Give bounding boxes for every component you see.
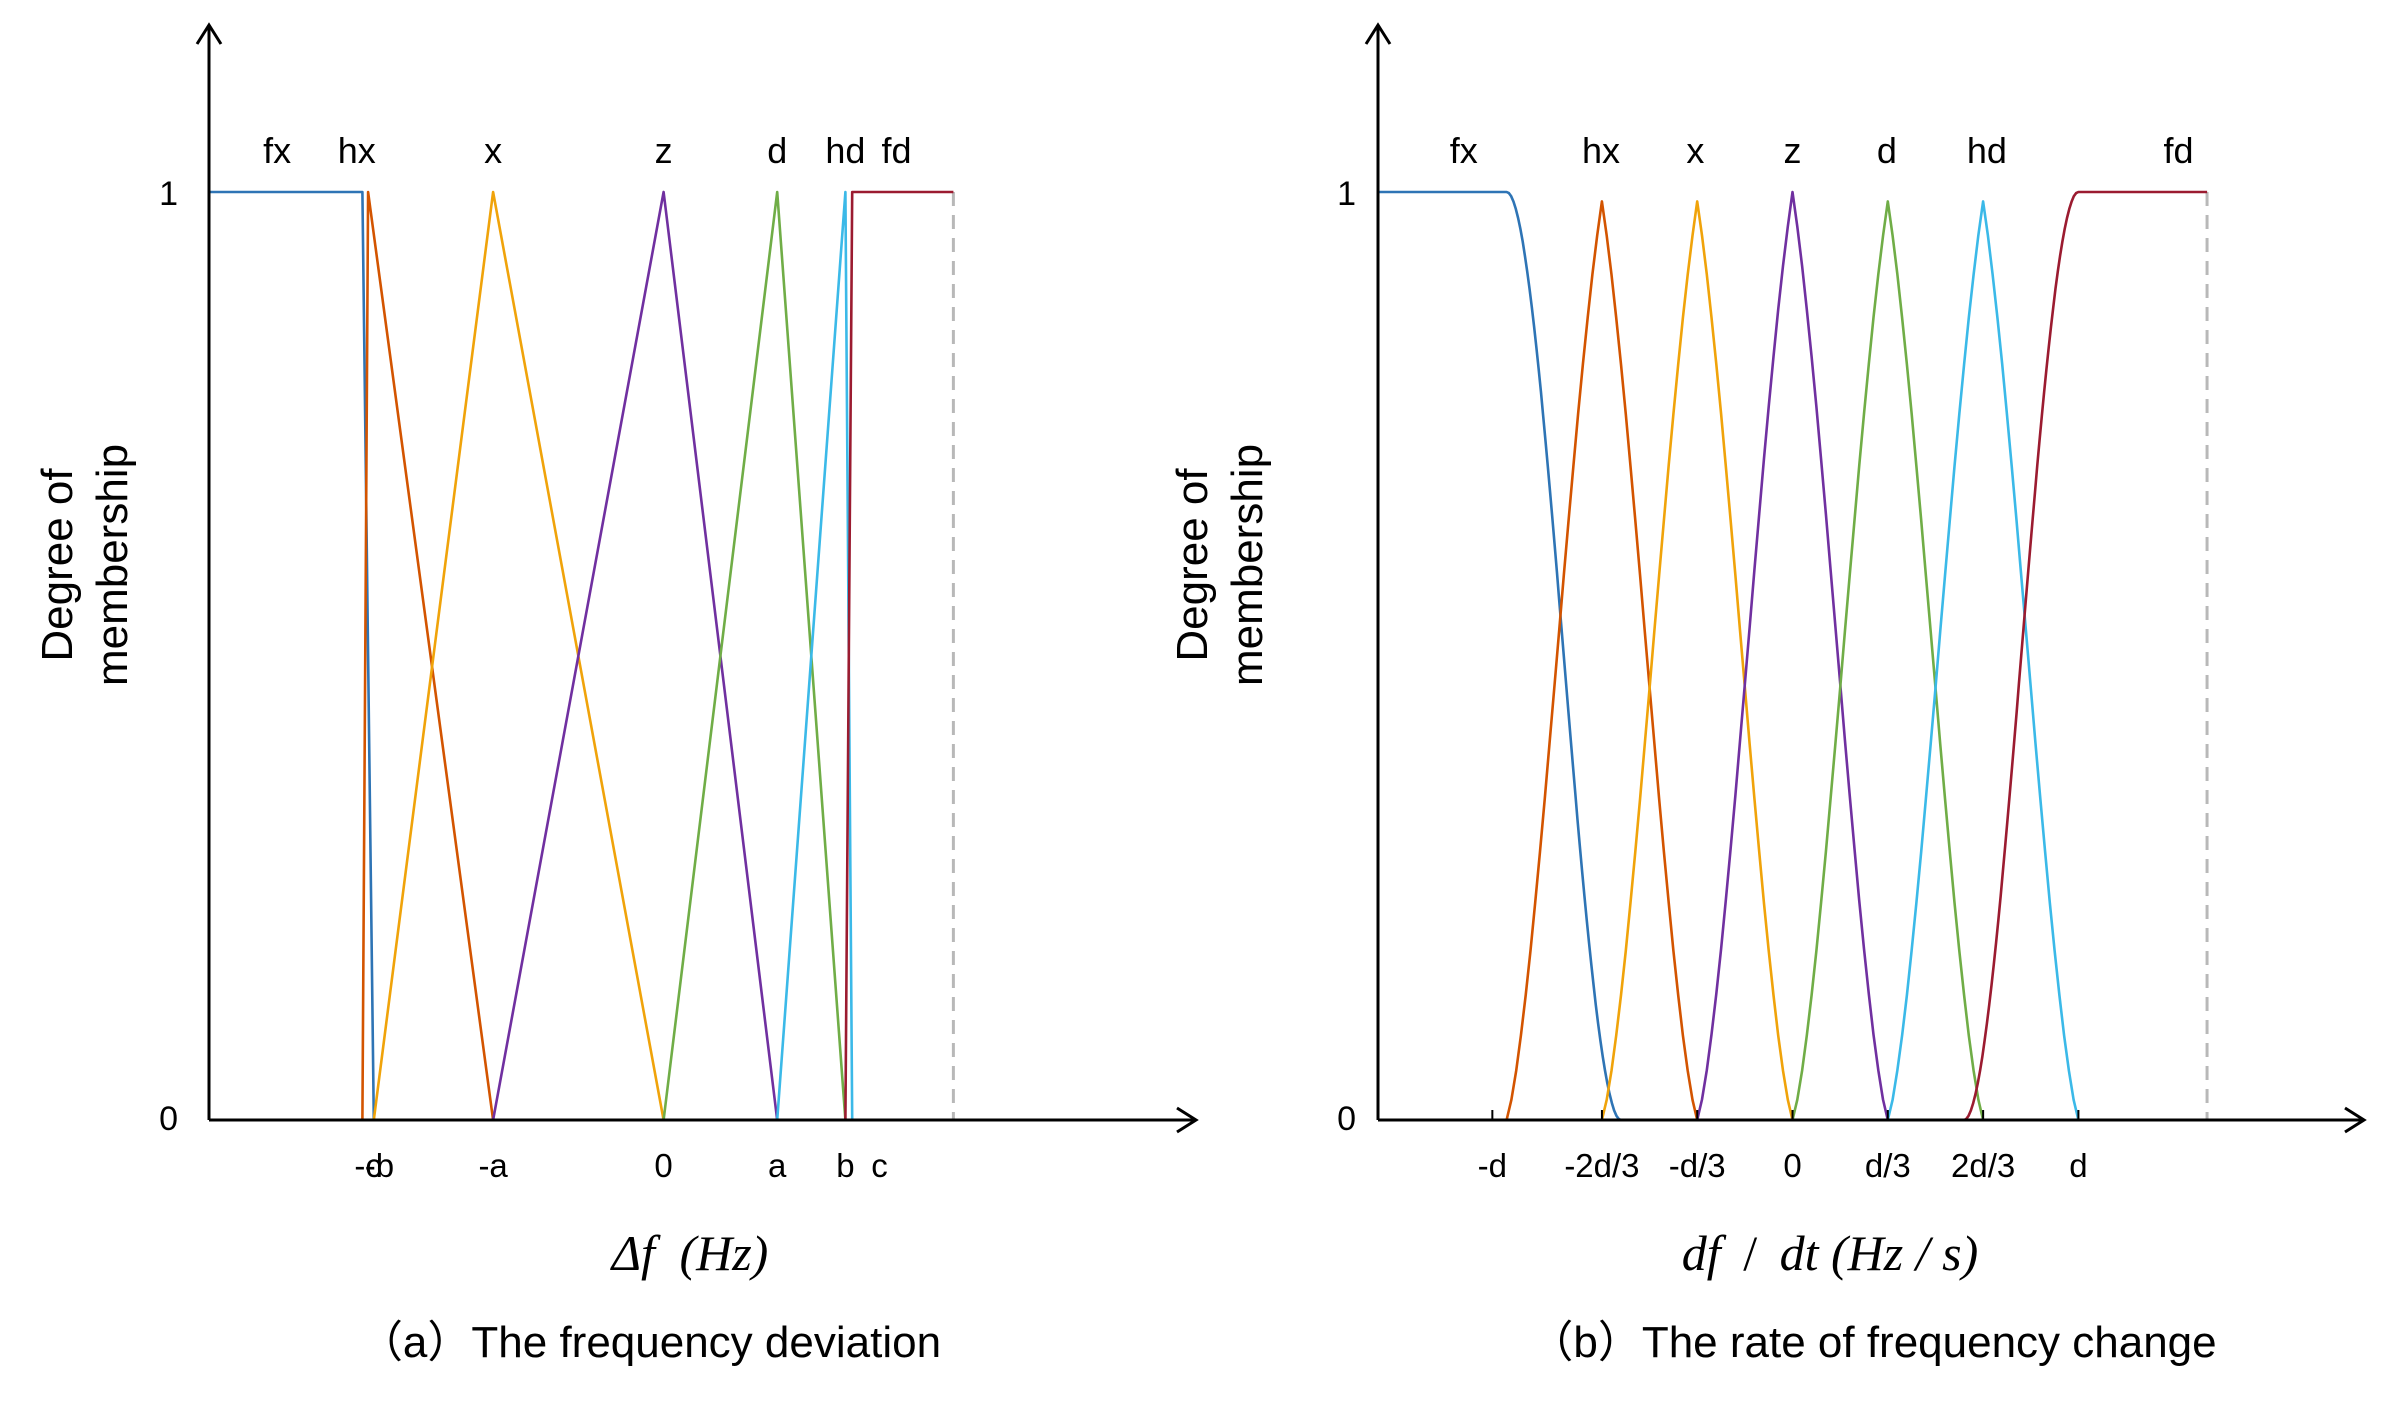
series-name-x: x [484, 130, 502, 171]
panel-b-xlabel-var: df [1682, 1225, 1727, 1281]
panel-b-xlabel: df / dt (Hz / s) [1682, 1225, 1978, 1281]
series-line-fd [1963, 190, 2208, 1122]
series-line-fd [844, 190, 954, 1121]
panel-b-xlabel-unit: (Hz / s) [1831, 1225, 1978, 1281]
series-name-hx: hx [338, 130, 376, 171]
series-name-hd: hd [825, 130, 865, 171]
panel-a-ytick-label: 0 [159, 1100, 178, 1138]
panel-a-xlabel: Δf (Hz) [610, 1225, 769, 1281]
x-tick-label: -2d/3 [1564, 1147, 1639, 1184]
series-name-fd: fd [882, 130, 912, 171]
x-tick-label: a [768, 1147, 787, 1184]
series-line-fx [1378, 190, 1622, 1122]
x-tick-label: 2d/3 [1951, 1147, 2015, 1184]
panel-b-ylabel-line2: membership [1223, 444, 1272, 686]
x-tick-label: -d/3 [1669, 1147, 1726, 1184]
panel-a-xlabel-unit: (Hz) [679, 1225, 768, 1281]
panel-a-xlabel-var: Δf [610, 1225, 661, 1281]
panel-b-series-names: fx hx x z d hd fd [1450, 130, 2194, 171]
panel-b: Degree of membership 1 0 -d -2d/3 -d/3 0 d/3… [1168, 22, 2367, 1367]
series-line-d [662, 190, 847, 1121]
x-tick-label: -c [354, 1147, 382, 1184]
x-tick-label: d/3 [1865, 1147, 1911, 1184]
panel-a-series-names: fx hx x z d hd fd [263, 130, 911, 171]
x-tick-label: d [2069, 1147, 2087, 1184]
series-name-fx: fx [263, 130, 291, 171]
panel-a-title: （a）The frequency deviation [359, 1318, 941, 1367]
panel-a-x-axis-arrow [1176, 1106, 1199, 1134]
panel-b-x-ticks: -d -2d/3 -d/3 0 d/3 2d/3 d [1478, 1110, 2088, 1184]
panel-b-xlabel-sep: / [1743, 1225, 1757, 1281]
x-tick-label: b [836, 1147, 854, 1184]
panel-a-series-group [209, 190, 955, 1121]
series-line-hx [361, 190, 495, 1121]
x-tick-label: -a [478, 1147, 508, 1184]
series-name-z: z [655, 130, 673, 171]
x-tick-label: c [871, 1147, 888, 1184]
series-name-x: x [1686, 130, 1704, 171]
panel-a-ylabel-line1: Degree of [33, 468, 82, 662]
series-line-hd [1886, 200, 2080, 1121]
panel-a-ylabel-line2: membership [88, 444, 137, 686]
x-tick-label: -d [1478, 1147, 1507, 1184]
series-line-x [1600, 200, 1794, 1121]
series-line-fx [209, 190, 376, 1121]
panel-a-x-ticks: -c-b -a 0 a b c [354, 1147, 887, 1184]
x-tick-label: -b [365, 1147, 394, 1184]
panel-a-ytick-label: 1 [159, 175, 178, 213]
series-line-z [491, 190, 779, 1121]
panel-a: Degree of membership 1 0 -c-b -a 0 a b c fx hx… [33, 22, 1199, 1367]
series-line-hd [775, 190, 854, 1121]
series-name-z: z [1784, 130, 1802, 171]
panel-b-ytick-label: 0 [1337, 1100, 1356, 1138]
series-line-z [1695, 190, 1890, 1121]
series-name-hx: hx [1582, 130, 1620, 171]
series-line-d [1791, 200, 1985, 1121]
panel-b-x-axis-arrow [2344, 1106, 2367, 1134]
series-line-x [372, 190, 665, 1121]
panel-b-series-group [1378, 190, 2209, 1122]
panel-b-y-axis-arrow [1364, 22, 1392, 45]
panel-b-xlabel-var2: dt [1780, 1225, 1820, 1281]
series-line-hx [1505, 200, 1699, 1121]
x-tick-label: 0 [654, 1147, 672, 1184]
series-name-d: d [1877, 130, 1897, 171]
series-name-hd: hd [1967, 130, 2007, 171]
series-name-fd: fd [2163, 130, 2193, 171]
x-tick-label: 0 [1783, 1147, 1801, 1184]
panel-b-ylabel-line1: Degree of [1168, 468, 1217, 662]
panel-a-y-axis-arrow [195, 22, 223, 45]
panel-b-ytick-label: 1 [1337, 175, 1356, 213]
panel-b-title: （b）The rate of frequency change [1529, 1318, 2216, 1367]
series-name-d: d [767, 130, 787, 171]
series-name-fx: fx [1450, 130, 1478, 171]
